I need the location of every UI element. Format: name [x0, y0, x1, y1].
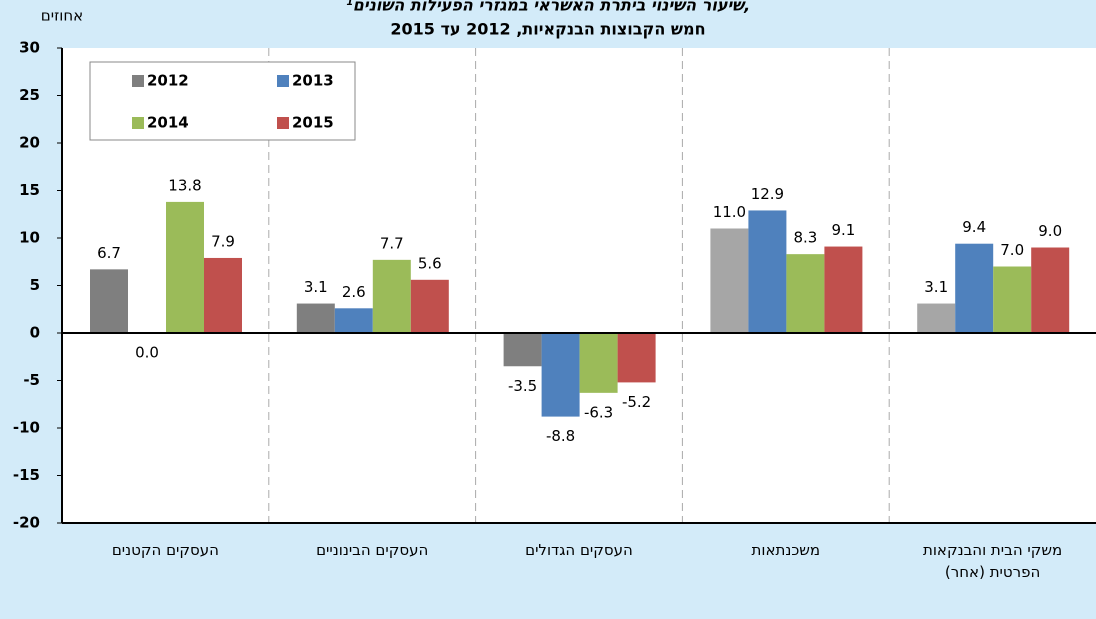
y-tick-label: -15: [13, 466, 40, 484]
x-tick-label: העסקים הקטנים: [111, 541, 219, 559]
data-label: 7.9: [211, 232, 235, 250]
bar: [503, 333, 542, 367]
bar: [955, 243, 994, 333]
bar: [579, 333, 618, 393]
data-label: 7.7: [380, 234, 404, 252]
legend-label: 2012: [147, 72, 189, 90]
y-tick-label: 10: [19, 229, 40, 247]
y-tick-label: 25: [19, 86, 40, 104]
bar: [1031, 247, 1070, 333]
data-label: 0.0: [135, 344, 159, 362]
legend-swatch: [277, 75, 289, 87]
y-tick-label: 20: [19, 134, 40, 152]
y-tick-label: -20: [13, 514, 40, 532]
data-label: -3.5: [508, 377, 537, 395]
bar: [410, 279, 449, 333]
y-tick-label: -10: [13, 419, 40, 437]
legend-swatch: [132, 75, 144, 87]
data-label: 5.6: [418, 254, 442, 272]
bar: [786, 254, 825, 333]
y-tick-label: 0: [30, 324, 40, 342]
legend-swatch: [277, 117, 289, 129]
bar: [166, 201, 204, 333]
legend: 2012 2013 2014 2015: [89, 61, 356, 141]
data-label: 2.6: [342, 283, 366, 301]
chart-title: שיעור השינוי ביתרת האשראי במגזרי הפעילות…: [346, 0, 750, 15]
data-label: 11.0: [713, 203, 746, 221]
x-tick-label: משקי הבית והבנקאות הפרטית (אחר): [922, 541, 1063, 581]
y-tick-label: 5: [30, 276, 40, 294]
legend-label: 2014: [147, 114, 189, 132]
data-label: 13.8: [168, 176, 201, 194]
legend-swatch: [132, 117, 144, 129]
bar: [541, 333, 580, 417]
bar: [372, 259, 411, 333]
y-tick-label: 30: [19, 39, 40, 57]
bar: [90, 269, 128, 333]
bar: [993, 266, 1032, 333]
bar: [334, 308, 373, 333]
data-label: 9.0: [1038, 222, 1062, 240]
x-tick-label: משכנתאות: [751, 541, 821, 559]
data-label: 3.1: [304, 278, 328, 296]
data-label: -8.8: [546, 427, 575, 445]
bar: [710, 228, 749, 333]
data-label: 12.9: [751, 185, 784, 203]
data-label: 8.3: [793, 229, 817, 247]
data-label: 3.1: [924, 278, 948, 296]
data-label: 9.1: [831, 221, 855, 239]
data-label: -6.3: [584, 403, 613, 421]
data-label: -5.2: [622, 393, 651, 411]
x-tick-label: העסקים הבינוניים: [316, 541, 429, 559]
bar: [204, 257, 242, 333]
data-label: 7.0: [1000, 241, 1024, 259]
y-axis-label: אחוזים: [41, 7, 83, 25]
bar: [917, 303, 956, 333]
y-tick-label: 15: [19, 181, 40, 199]
bar: [824, 246, 863, 333]
legend-label: 2013: [292, 72, 334, 90]
bar: [748, 210, 787, 333]
x-tick-label: העסקים הגדולים: [525, 541, 633, 559]
bar: [296, 303, 335, 333]
y-tick-label: -5: [23, 371, 40, 389]
legend-label: 2015: [292, 114, 334, 132]
bar: [617, 333, 656, 383]
data-label: 9.4: [962, 218, 986, 236]
data-label: 6.7: [97, 244, 121, 262]
chart-subtitle: חמש הקבוצות הבנקאיות, 2012 עד 2015: [390, 20, 705, 39]
